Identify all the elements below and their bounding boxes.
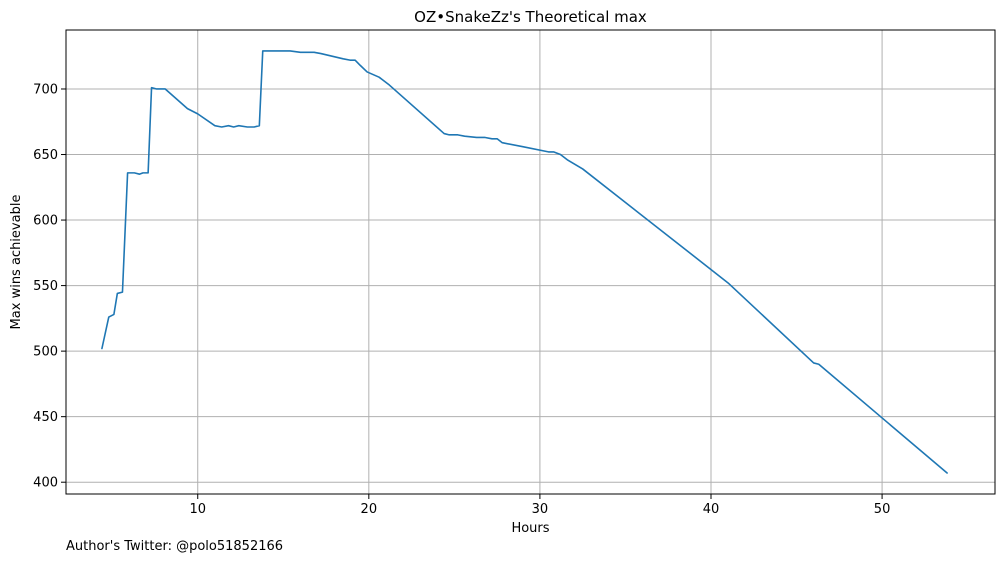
axes-frame: [65, 29, 996, 495]
y-tick-label: 650: [33, 148, 58, 163]
series-layer: [101, 50, 948, 474]
series-line: [101, 50, 948, 474]
grid: [66, 30, 995, 494]
y-axis-label: Max wins achievable: [9, 195, 24, 330]
chart-title: OZ•SnakeZz's Theoretical max: [414, 8, 647, 26]
x-tick-label: 20: [361, 502, 378, 517]
y-tick-label: 400: [33, 476, 58, 491]
x-axis-label: Hours: [511, 521, 549, 536]
author-footnote: Author's Twitter: @polo51852166: [66, 539, 283, 554]
y-tick-label: 450: [33, 410, 58, 425]
x-tick-label: 40: [703, 502, 720, 517]
y-axis-ticks: 400 450 500 550 600 650 700: [33, 82, 66, 491]
y-tick-label: 600: [33, 214, 58, 229]
y-tick-label: 700: [33, 82, 58, 97]
x-tick-label: 50: [874, 502, 891, 517]
x-tick-label: 10: [189, 502, 206, 517]
x-axis-ticks: 10 20 30 40 50: [189, 494, 890, 517]
y-tick-label: 550: [33, 279, 58, 294]
x-tick-label: 30: [532, 502, 549, 517]
y-tick-label: 500: [33, 345, 58, 360]
